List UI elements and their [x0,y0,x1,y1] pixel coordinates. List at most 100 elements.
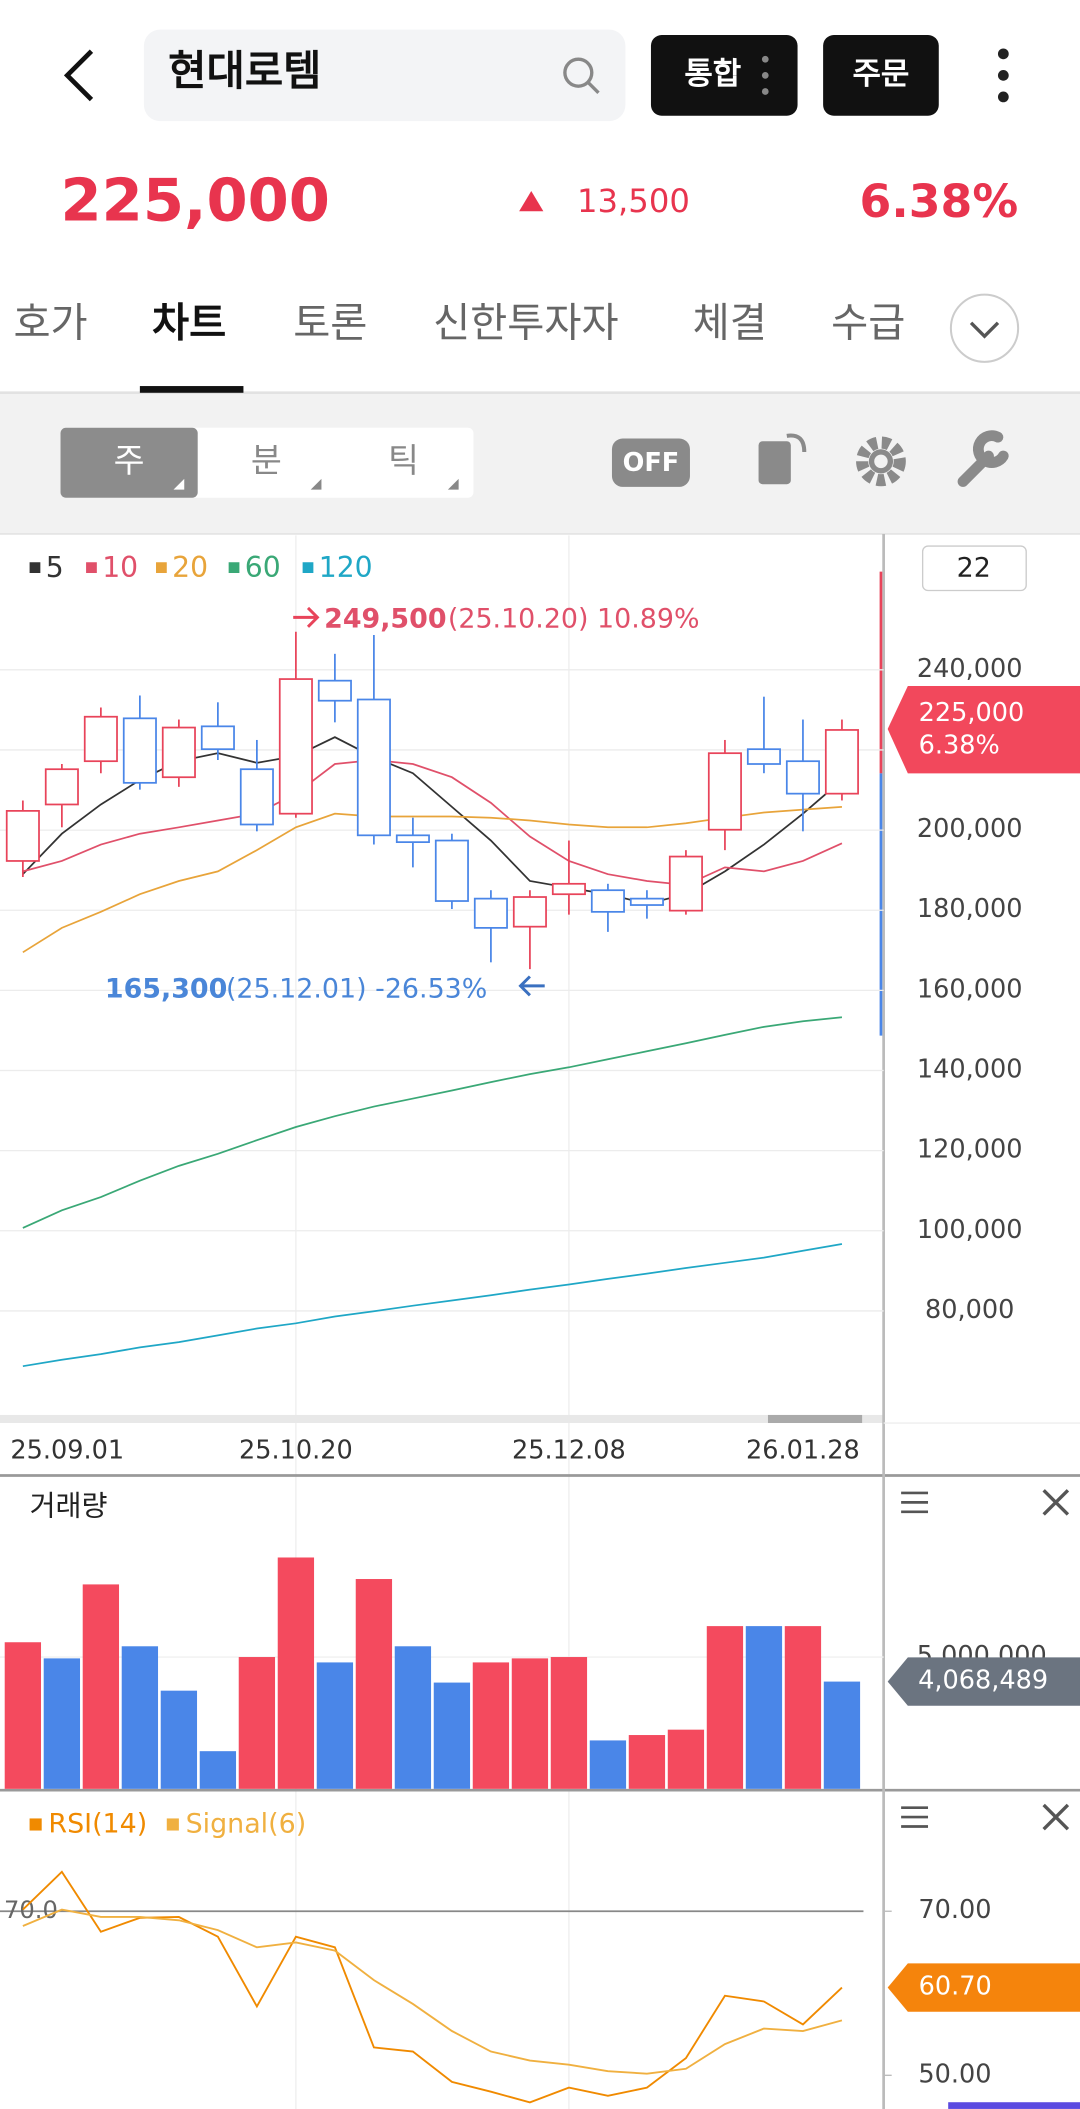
candle-body [707,752,742,831]
panel-close[interactable] [1042,1489,1070,1831]
y-tick-label: 160,000 [917,974,1023,1004]
volume-bar [394,1646,432,1789]
search-icon [586,80,600,95]
tool-icon[interactable] [957,430,1009,487]
back-button[interactable] [63,49,94,102]
legend-swatch [86,562,97,574]
price-rate: 6.38% [860,175,1019,228]
legend-label: RSI(14) [48,1809,147,1840]
moving-average [22,806,843,954]
chevron [969,321,1000,339]
moving-average [22,1016,843,1229]
candle-body [746,748,781,765]
period[interactable]: 분 [251,441,282,480]
tab[interactable]: 수급 [831,300,905,347]
search-box[interactable] [143,29,626,122]
integrated-button[interactable] [650,35,798,116]
panel-menu[interactable] [901,1491,929,1828]
legend-swatch [302,562,314,574]
candle-body [317,679,352,702]
volume-badge-label: 4,068,489 [918,1666,1048,1696]
order-button[interactable] [823,35,939,116]
home-indicator [948,2102,1080,2109]
button-label: 주문 [852,56,909,92]
more-button[interactable] [997,48,1009,103]
tab[interactable]: 토론 [293,300,367,347]
volume-bar [355,1579,393,1789]
moving-average [22,759,843,886]
tab[interactable]: 체결 [693,300,767,347]
toggle-label: OFF [623,448,680,478]
annotation-value: 165,300 [105,973,227,1004]
candle-body [590,889,625,913]
volume-bar [784,1626,822,1789]
reference-label: 70.0 [4,1896,58,1924]
indicator-line [22,1908,843,2075]
candle-body [824,729,859,795]
y-tick-label: 200,000 [917,814,1023,844]
tab[interactable]: 차트 [152,300,226,347]
volume-bar [511,1658,549,1789]
dropdown-mark [173,478,185,490]
candle-body [473,897,508,929]
volume-bar [589,1740,627,1789]
tab[interactable]: 호가 [13,300,87,347]
count-box[interactable] [921,545,1027,592]
x-tick-label: 26.01.28 [746,1435,860,1465]
tab-underline [139,386,244,393]
volume-bar [706,1626,744,1789]
settings-icon[interactable] [856,436,906,487]
legend-swatch [29,562,41,574]
dropdown-mark [310,478,322,490]
annotation-arrow [293,606,320,628]
volume-bar [745,1626,783,1789]
annotation-value: 249,500 [324,604,446,635]
up-icon [519,191,544,212]
scroll-thumb[interactable] [767,1414,863,1424]
more-tabs[interactable] [949,293,1020,363]
y-tick-label: 180,000 [917,894,1023,924]
volume-title: 거래량 [30,1490,108,1523]
legend-swatch [166,1818,179,1831]
rotate-icon[interactable] [758,441,791,485]
moving-average [22,1243,843,1368]
period[interactable]: 주 [114,441,145,480]
legend-label: 5 [46,551,64,584]
annotation-arrow [518,975,545,997]
x-tick-label: 25.10.20 [239,1435,353,1465]
volume-bar [121,1646,159,1789]
candle-body [200,725,235,751]
price-badge-label: 225,000 [919,698,1025,728]
volume-bar [628,1735,666,1789]
volume-bar [277,1557,315,1789]
dropdown-mark [447,478,459,490]
price-badge-rate: 6.38% [919,731,1000,761]
period-selected [60,427,198,498]
candle-body [161,726,196,779]
volume-bar [472,1662,510,1789]
legend-label: 60 [245,551,281,584]
annotation-detail: (25.10.20) 10.89% [448,604,700,635]
period[interactable]: 틱 [388,441,419,480]
volume-bar [43,1658,81,1789]
button-label: 통합 [684,56,741,92]
candle-body [434,839,469,902]
y-tick-label: 70.00 [918,1895,991,1925]
rotate-icon [786,433,807,453]
y-tick-label: 50.00 [918,2059,991,2089]
y-tick-label: 240,000 [917,654,1023,684]
candle-body [278,678,313,815]
candle-body [5,810,40,862]
rsi-badge [887,1963,1080,2012]
candle-body [83,715,118,763]
count-label: 22 [957,552,991,583]
y-tick-label: 140,000 [917,1055,1023,1085]
toggle-button[interactable] [611,438,690,487]
price-badge [887,685,1080,774]
search-icon [563,57,594,88]
y-tick-label: 100,000 [917,1215,1023,1245]
tab[interactable]: 신한투자자 [433,300,619,347]
volume-bar [550,1657,588,1789]
moving-average [22,736,843,905]
